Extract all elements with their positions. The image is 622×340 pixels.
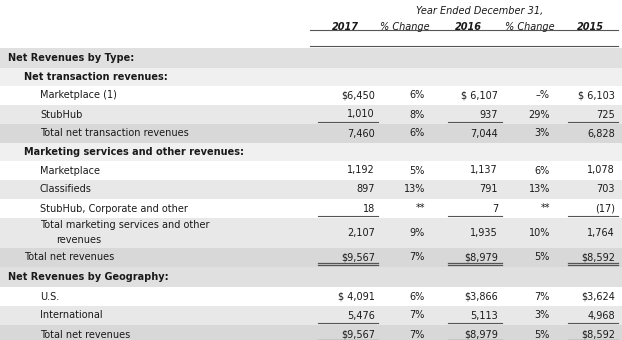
- Text: 3%: 3%: [535, 310, 550, 321]
- Text: 5%: 5%: [410, 166, 425, 175]
- Bar: [0, 248, 622, 267]
- Text: 897: 897: [356, 185, 375, 194]
- Text: 4,968: 4,968: [587, 310, 615, 321]
- Text: 8%: 8%: [410, 109, 425, 119]
- Text: % Change: % Change: [505, 22, 555, 32]
- Text: 6%: 6%: [535, 166, 550, 175]
- Text: 5%: 5%: [535, 253, 550, 262]
- Text: International: International: [40, 310, 103, 321]
- Text: 1,192: 1,192: [347, 166, 375, 175]
- Text: $3,866: $3,866: [464, 291, 498, 302]
- Bar: [0, 287, 622, 306]
- Text: $9,567: $9,567: [341, 329, 375, 340]
- Text: 7%: 7%: [410, 310, 425, 321]
- Bar: [0, 161, 622, 180]
- Text: Marketing services and other revenues:: Marketing services and other revenues:: [24, 147, 244, 157]
- Text: StubHub: StubHub: [40, 109, 82, 119]
- Text: 5,476: 5,476: [347, 310, 375, 321]
- Text: 7: 7: [492, 204, 498, 214]
- Text: 1,764: 1,764: [587, 228, 615, 238]
- Text: revenues: revenues: [56, 235, 101, 244]
- Text: Net transaction revenues:: Net transaction revenues:: [24, 72, 168, 82]
- Text: 1,078: 1,078: [587, 166, 615, 175]
- Bar: [0, 86, 622, 105]
- Text: $8,979: $8,979: [464, 329, 498, 340]
- Text: Year Ended December 31,: Year Ended December 31,: [416, 6, 544, 16]
- Text: % Change: % Change: [380, 22, 430, 32]
- Text: 6%: 6%: [410, 129, 425, 138]
- Text: 2,107: 2,107: [347, 228, 375, 238]
- Text: 703: 703: [596, 185, 615, 194]
- Bar: [0, 124, 622, 143]
- Text: 3%: 3%: [535, 129, 550, 138]
- Bar: [0, 267, 622, 287]
- Text: –%: –%: [536, 90, 550, 101]
- Text: 13%: 13%: [404, 185, 425, 194]
- Text: $8,979: $8,979: [464, 253, 498, 262]
- Text: 5%: 5%: [535, 329, 550, 340]
- Text: $6,450: $6,450: [341, 90, 375, 101]
- Bar: [0, 218, 622, 248]
- Text: 6,828: 6,828: [587, 129, 615, 138]
- Text: Classifieds: Classifieds: [40, 185, 92, 194]
- Text: 18: 18: [363, 204, 375, 214]
- Bar: [0, 48, 622, 68]
- Text: 7%: 7%: [535, 291, 550, 302]
- Text: 1,137: 1,137: [470, 166, 498, 175]
- Text: 7%: 7%: [410, 329, 425, 340]
- Bar: [0, 199, 622, 218]
- Text: 7,460: 7,460: [347, 129, 375, 138]
- Text: 9%: 9%: [410, 228, 425, 238]
- Text: 937: 937: [480, 109, 498, 119]
- Bar: [0, 143, 622, 161]
- Text: Total marketing services and other: Total marketing services and other: [40, 221, 210, 231]
- Bar: [0, 105, 622, 124]
- Text: 6%: 6%: [410, 90, 425, 101]
- Text: $8,592: $8,592: [581, 253, 615, 262]
- Text: Total net revenues: Total net revenues: [40, 329, 130, 340]
- Bar: [0, 325, 622, 340]
- Text: 2017: 2017: [332, 22, 358, 32]
- Text: 1,010: 1,010: [347, 109, 375, 119]
- Text: 2015: 2015: [577, 22, 603, 32]
- Text: Net Revenues by Geography:: Net Revenues by Geography:: [8, 272, 169, 282]
- Text: 7,044: 7,044: [470, 129, 498, 138]
- Text: 7%: 7%: [410, 253, 425, 262]
- Text: Total net transaction revenues: Total net transaction revenues: [40, 129, 188, 138]
- Text: StubHub, Corporate and other: StubHub, Corporate and other: [40, 204, 188, 214]
- Text: Net Revenues by Type:: Net Revenues by Type:: [8, 53, 134, 63]
- Bar: [0, 180, 622, 199]
- Text: **: **: [541, 204, 550, 214]
- Bar: [0, 68, 622, 86]
- Text: 13%: 13%: [529, 185, 550, 194]
- Text: U.S.: U.S.: [40, 291, 59, 302]
- Text: Marketplace: Marketplace: [40, 166, 100, 175]
- Text: 725: 725: [596, 109, 615, 119]
- Text: 6%: 6%: [410, 291, 425, 302]
- Text: 29%: 29%: [529, 109, 550, 119]
- Text: 2016: 2016: [455, 22, 481, 32]
- Text: $ 6,103: $ 6,103: [578, 90, 615, 101]
- Text: $9,567: $9,567: [341, 253, 375, 262]
- Text: $ 4,091: $ 4,091: [338, 291, 375, 302]
- Text: Total net revenues: Total net revenues: [24, 253, 114, 262]
- Text: $3,624: $3,624: [581, 291, 615, 302]
- Text: **: **: [415, 204, 425, 214]
- Bar: [0, 306, 622, 325]
- Text: 5,113: 5,113: [470, 310, 498, 321]
- Text: 10%: 10%: [529, 228, 550, 238]
- Text: 1,935: 1,935: [470, 228, 498, 238]
- Text: (17): (17): [595, 204, 615, 214]
- Text: Marketplace (1): Marketplace (1): [40, 90, 117, 101]
- Text: 791: 791: [480, 185, 498, 194]
- Text: $ 6,107: $ 6,107: [461, 90, 498, 101]
- Text: $8,592: $8,592: [581, 329, 615, 340]
